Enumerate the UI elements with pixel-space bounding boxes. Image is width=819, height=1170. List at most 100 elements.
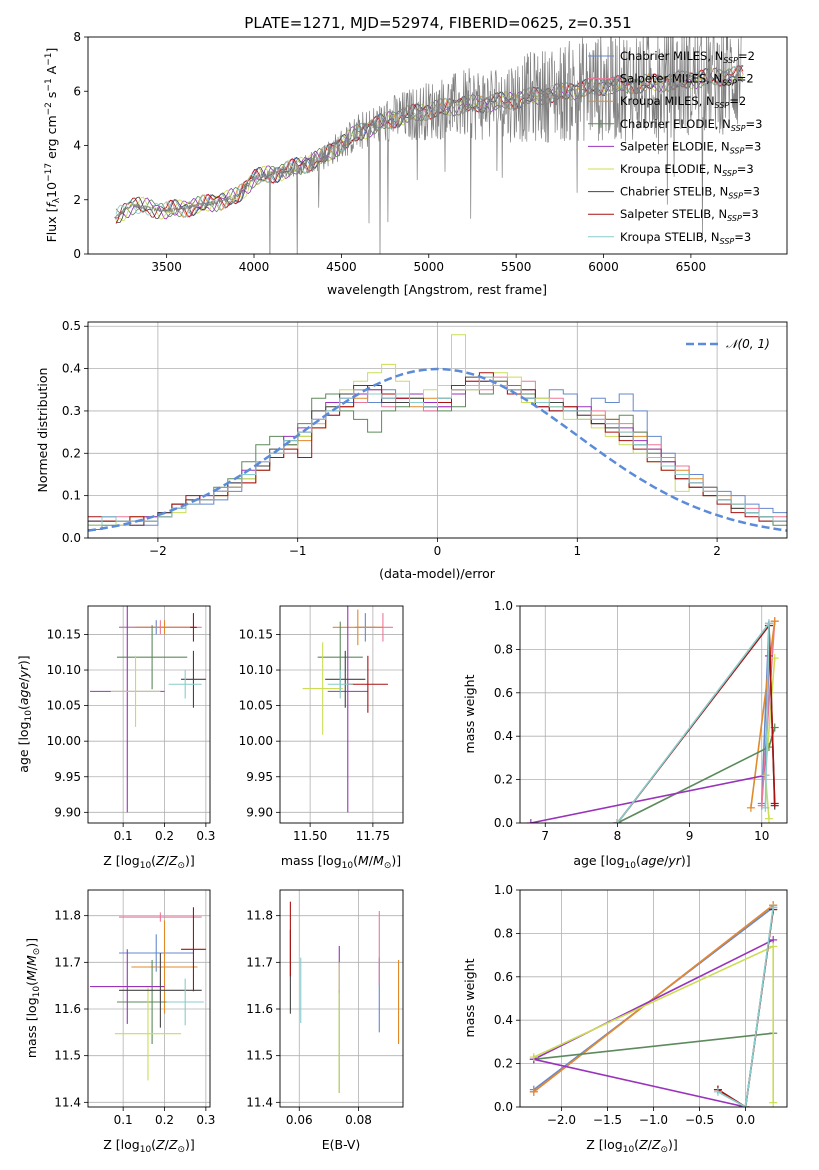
mass-weight-line xyxy=(717,907,774,1107)
massweight-vs-age-xlabel: age [log10(age/yr)] xyxy=(573,853,690,871)
data-layer xyxy=(289,901,400,1093)
massweight-vs-z-xlabel: Z [log10(Z/Z⊙)] xyxy=(586,1137,678,1155)
mass-weight-line xyxy=(530,655,770,823)
y-tick-label: 6 xyxy=(73,84,81,98)
y-tick-label: 11.7 xyxy=(54,955,81,969)
axes-border xyxy=(87,321,788,539)
y-tick-label: 8 xyxy=(73,30,81,44)
x-tick-label: −0.5 xyxy=(685,1113,714,1127)
y-tick-label: 11.7 xyxy=(246,955,273,969)
massweight-vs-z-plot: −2.0 −1.5 −1.0 −0.5 0.0 0.0 0.2 0.4 0.6 0.8 1.0 xyxy=(494,883,788,1127)
legend-label: Kroupa ELODIE, NSSP=3 xyxy=(620,162,754,178)
axes-frame: 7 8 9 10 0.0 0.2 0.4 0.6 0.8 1.0 xyxy=(494,599,788,843)
axes-border xyxy=(279,605,404,824)
y-tick-label: 1.0 xyxy=(494,883,513,897)
normal-curve-line xyxy=(88,367,787,532)
residuals-legend: 𝒩(0, 1) xyxy=(686,337,770,351)
spectrum-xlabel: wavelength [Angstrom, rest frame] xyxy=(327,282,547,297)
mass-vs-z-xlabel: Z [log10(Z/Z⊙)] xyxy=(103,1137,195,1155)
massweight-vs-z-ylabel: mass weight xyxy=(462,958,477,1037)
legend-label: Kroupa MILES, NSSP=2 xyxy=(620,94,746,110)
axes-border xyxy=(87,36,788,255)
y-tick-label: 0.0 xyxy=(494,1100,513,1114)
grid-lines xyxy=(280,606,403,823)
mass-vs-ebv-panel: 0.06 0.08 11.4 11.5 11.6 11.7 11.8 E(B-V) xyxy=(246,889,404,1152)
mass-weight-line xyxy=(533,904,774,1093)
axes-border xyxy=(279,889,404,1108)
grid-lines xyxy=(520,605,787,824)
massweight-vs-age-ylabel: mass weight xyxy=(462,674,477,753)
axes-frame: −2 −1 0 1 2 0.0 0.1 0.2 0.3 0.4 0.5 xyxy=(62,319,788,558)
data-layer xyxy=(529,901,778,1107)
x-tick-label: 0.1 xyxy=(114,1113,133,1127)
y-tick-label: 11.4 xyxy=(246,1095,273,1109)
axes-border xyxy=(87,605,211,824)
x-tick-label: 7 xyxy=(541,829,549,843)
y-tick-label: 0 xyxy=(73,247,81,261)
residuals-ylabel: Normed distribution xyxy=(35,368,50,493)
age-vs-mass-panel: 11.50 11.75 9.90 9.95 10.00 10.05 10.10 10.15 m… xyxy=(239,605,404,871)
y-tick-label: 4 xyxy=(73,139,81,153)
x-tick-label: 4000 xyxy=(239,260,270,274)
mass-vs-z-panel: 0.1 0.2 0.3 11.4 11.5 11.6 11.7 11.8 Z [log10(Z… xyxy=(24,889,215,1155)
y-tick-label: 10.10 xyxy=(47,663,81,677)
x-tick-label: 0.2 xyxy=(155,1113,174,1127)
mass-weight-line xyxy=(533,1032,774,1061)
age-vs-mass-xlabel: mass [log10(M/M⊙)] xyxy=(281,853,401,871)
y-tick-label: 10.00 xyxy=(239,734,273,748)
x-tick-label: −1.5 xyxy=(593,1113,622,1127)
y-tick-label: 11.6 xyxy=(54,1002,81,1016)
data-layer xyxy=(90,606,206,813)
axes-frame: 3500 4000 4500 5000 5500 6000 6500 0 2 4 6 8 xyxy=(73,30,788,274)
y-tick-label: 0.2 xyxy=(494,1057,513,1071)
age-vs-z-ylabel: age [log10(age/yr)] xyxy=(16,655,34,772)
x-tick-label: 3500 xyxy=(151,260,182,274)
residuals-xlabel: (data-model)/error xyxy=(379,566,496,581)
x-tick-label: 0.3 xyxy=(196,829,215,843)
data-layer xyxy=(302,606,393,813)
grid-lines xyxy=(88,322,787,539)
y-tick-label: 0.1 xyxy=(62,489,81,503)
x-tick-label: 1 xyxy=(573,544,581,558)
y-tick-label: 10.05 xyxy=(47,699,81,713)
y-tick-label: 0.0 xyxy=(494,816,513,830)
y-tick-label: 0.2 xyxy=(62,446,81,460)
spectrum-ylabel: Flux [fλ10−17 erg cm−2 s−1 A−1] xyxy=(44,48,62,243)
x-tick-label: 5000 xyxy=(413,260,444,274)
x-tick-label: 8 xyxy=(614,829,622,843)
grid-lines xyxy=(280,890,403,1107)
x-tick-label: −2 xyxy=(149,544,167,558)
observed-spectrum-line xyxy=(114,37,742,254)
y-tick-label: 0.8 xyxy=(494,926,513,940)
x-tick-label: 11.75 xyxy=(356,829,390,843)
y-tick-label: 0.6 xyxy=(494,686,513,700)
y-tick-label: 11.8 xyxy=(246,909,273,923)
mass-weight-line xyxy=(616,620,770,823)
x-tick-label: 6500 xyxy=(676,260,707,274)
massweight-vs-age-plot: 7 8 9 10 0.0 0.2 0.4 0.6 0.8 1.0 xyxy=(494,599,788,843)
data-layer xyxy=(90,907,206,1081)
x-tick-label: 0.3 xyxy=(196,1113,215,1127)
age-vs-mass-plot: 11.50 11.75 9.90 9.95 10.00 10.05 10.10 10.15 xyxy=(239,605,404,843)
mass-vs-z-plot: 0.1 0.2 0.3 11.4 11.5 11.6 11.7 11.8 xyxy=(54,889,215,1127)
massweight-vs-z-panel: −2.0 −1.5 −1.0 −0.5 0.0 0.0 0.2 0.4 0.6 0.8 1.0 Z … xyxy=(462,883,788,1155)
axes-frame: 0.1 0.2 0.3 11.4 11.5 11.6 11.7 11.8 xyxy=(54,889,215,1127)
y-tick-label: 0.2 xyxy=(494,773,513,787)
x-tick-label: 0.0 xyxy=(736,1113,755,1127)
legend-label: Chabrier MILES, NSSP=2 xyxy=(620,49,755,65)
y-tick-label: 10.05 xyxy=(239,699,273,713)
data-layer xyxy=(526,617,779,823)
y-tick-label: 10.15 xyxy=(239,627,273,641)
y-tick-label: 1.0 xyxy=(494,599,513,613)
mass-vs-ebv-xlabel: E(B-V) xyxy=(322,1137,361,1152)
x-tick-label: −1.0 xyxy=(639,1113,668,1127)
legend-label: Chabrier STELIB, NSSP=3 xyxy=(620,185,760,201)
residuals-panel: −2 −1 0 1 2 0.0 0.1 0.2 0.3 0.4 0.5 (data-model)/e… xyxy=(35,319,788,581)
x-tick-label: 0 xyxy=(434,544,442,558)
age-vs-z-plot: 0.1 0.2 0.3 9.90 9.95 10.00 10.05 10.10 10.15 xyxy=(47,605,215,843)
legend-label: Salpeter ELODIE, NSSP=3 xyxy=(620,139,761,155)
legend-label: Kroupa STELIB, NSSP=3 xyxy=(620,230,751,246)
x-tick-label: 0.06 xyxy=(286,1113,313,1127)
axes-border xyxy=(519,889,788,1108)
